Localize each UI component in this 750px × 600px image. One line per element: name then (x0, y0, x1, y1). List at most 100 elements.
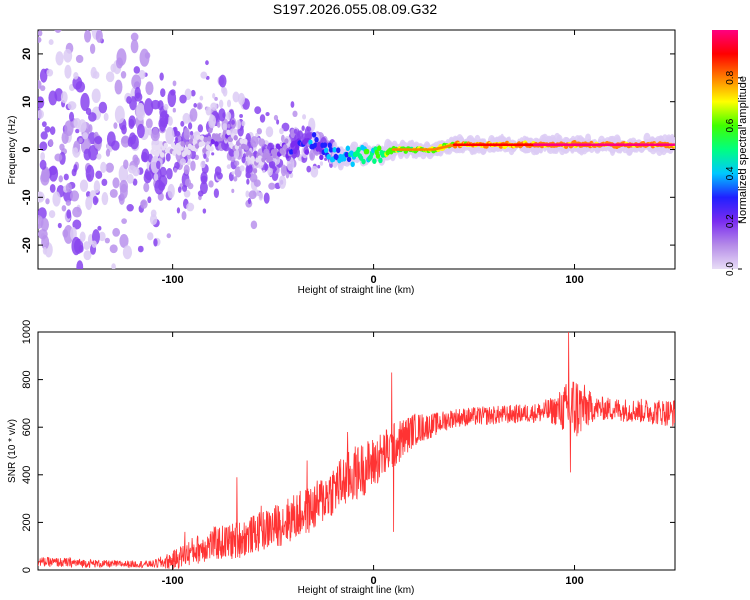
spectrogram-cell (109, 188, 118, 198)
spectrogram-cell (180, 120, 185, 127)
spectrogram-ridge-cell (239, 138, 244, 145)
spectrogram-cell (89, 43, 96, 55)
spectrogram-cell (103, 112, 109, 122)
spectrogram-cell (182, 112, 191, 124)
spectrogram-cell (122, 245, 133, 260)
spectrogram-cell (213, 188, 219, 199)
spectrogram-cell (214, 96, 218, 101)
spectrogram-ridge-cell (159, 152, 165, 158)
spectrogram-cell (189, 131, 194, 136)
spectrogram-cell (173, 167, 178, 173)
spectrogram-cell (134, 86, 141, 99)
snr-ylabel: SNR (10 * v/v) (7, 419, 18, 483)
spectrogram-cell (241, 120, 246, 127)
spectrogram-cell (111, 140, 120, 151)
spectrogram-cell (94, 135, 103, 145)
spectrogram-ridge-cell (295, 144, 300, 151)
spectrogram-cell (83, 250, 92, 261)
spectrogram-cell (71, 168, 77, 177)
spectrogram-cell (104, 237, 110, 244)
spectrogram-cell (179, 94, 187, 104)
spectrogram-cell (302, 114, 307, 120)
snr-ytick-label: 800 (21, 370, 33, 388)
spectrogram-cell (85, 107, 92, 116)
spectrogram-cell (128, 115, 136, 127)
spectrogram-cell (143, 171, 152, 184)
spectrogram-cell (111, 263, 116, 269)
spectrogram-cell (88, 145, 99, 161)
spectrogram-cell (91, 88, 101, 104)
spectrogram-cell (200, 171, 208, 185)
spectrogram-cell (34, 285, 42, 301)
snr-frame (37, 331, 676, 571)
spectrogram-cell (216, 121, 221, 128)
spectrogram-cell (100, 161, 107, 174)
spectrogram-cell (174, 136, 179, 143)
spectrogram-cell (259, 114, 266, 123)
spectrogram-cell (245, 190, 250, 198)
spectrogram-cell (172, 107, 176, 113)
spectrogram-cell (203, 153, 207, 160)
spectrogram-ridge-cell (378, 157, 383, 164)
spectrogram-cell (235, 119, 242, 130)
spectrogram-cell (200, 160, 206, 169)
spectrogram-cell (41, 166, 50, 182)
spectrogram-cell (121, 218, 127, 225)
spectrogram-cell (280, 164, 287, 177)
spectrogram-cell (54, 30, 62, 33)
spectrogram-cell (98, 231, 106, 242)
spectrogram-cell (233, 176, 238, 182)
spectrogram-cell (79, 179, 89, 192)
spectrogram-cell (145, 81, 154, 96)
spectrogram-cell (306, 126, 312, 132)
spectrogram-cell (183, 129, 191, 140)
spectrogram-cell (167, 183, 175, 199)
spectrogram-ridge-cell (328, 147, 334, 153)
spectrogram-ridge-cell (349, 150, 354, 156)
spectrogram-cell (158, 174, 168, 188)
spectrogram-cell (156, 160, 161, 170)
spectrogram-cell (268, 182, 276, 190)
spectrogram-cell (72, 76, 83, 90)
spectrogram-ridge-cell (314, 136, 319, 143)
spectrogram-cell (233, 148, 240, 159)
spectrogram-cell (126, 96, 132, 104)
spectrogram-ridge-cell (157, 148, 162, 154)
spectrogram-cell (183, 189, 191, 198)
spectrogram-cell (76, 260, 84, 269)
spectrogram-ridge-cell (186, 149, 191, 156)
spectrogram-cell (84, 30, 92, 43)
spectrogram-cell (38, 30, 43, 37)
spectrogram-cell (101, 178, 108, 187)
spectrogram-ridge-cell (375, 153, 381, 159)
spectrogram-cell (127, 165, 137, 174)
spectrogram-cell (250, 220, 258, 230)
spectrogram-cell (38, 109, 44, 119)
spectrogram-cell (309, 149, 316, 161)
spectrogram-ridge-cell (180, 141, 185, 147)
spectrogram-cell (193, 103, 198, 108)
spectrogram-cell (121, 136, 129, 144)
spectrogram-ridge-cell (364, 148, 370, 155)
spectrogram-cell (147, 127, 152, 136)
spectrogram-cell (306, 165, 312, 173)
spectrogram-cell (187, 182, 194, 190)
spectrogram-cell (222, 87, 228, 97)
spectrogram-ridge-cell (243, 138, 248, 145)
spectrogram-cell (239, 165, 245, 172)
spectrogram-ridge-cell (199, 135, 205, 141)
spectrogram-cell (246, 178, 250, 185)
spectrogram-cell (174, 130, 181, 137)
spectrogram-cell (105, 71, 115, 83)
spectrogram-ytick-label: -10 (21, 189, 33, 205)
spectrogram-ridge-cell (361, 158, 366, 165)
spectrogram-cell (187, 122, 193, 130)
spectrogram-cell (205, 60, 209, 66)
spectrogram-cell (59, 143, 65, 151)
spectrogram-cell (268, 161, 276, 169)
spectrogram-cell (64, 64, 72, 79)
snr-xtick-label: 100 (565, 575, 583, 587)
